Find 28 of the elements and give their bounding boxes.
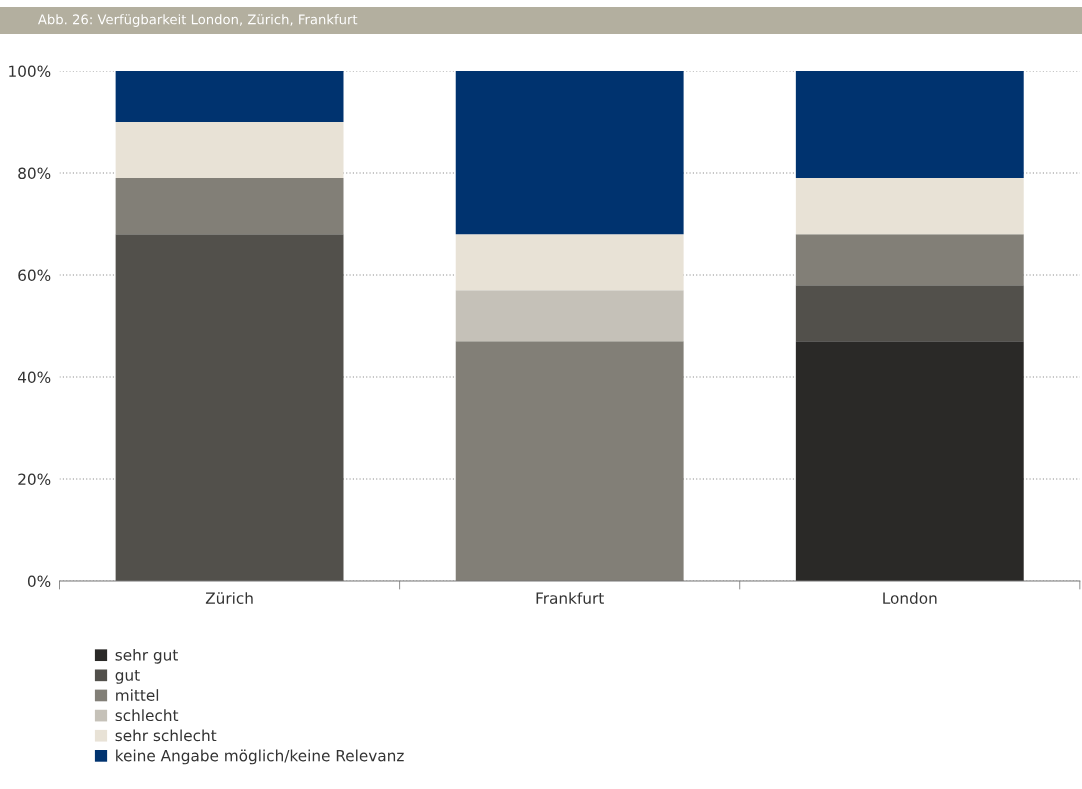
bar xyxy=(795,178,1024,235)
legend-label: mittel xyxy=(116,689,159,701)
y-tick-label: 60% xyxy=(18,269,51,282)
bar xyxy=(795,285,1024,342)
bar xyxy=(795,71,1024,179)
bar xyxy=(115,234,344,582)
bar xyxy=(455,234,684,291)
legend-label: sehr schlecht xyxy=(115,729,217,742)
x-tick-label: Frankfurt xyxy=(536,592,604,604)
bar xyxy=(115,71,344,123)
y-tick-label: 100% xyxy=(9,65,51,78)
bar xyxy=(115,178,344,235)
y-tick-label: 0% xyxy=(27,575,51,588)
y-tick-label: 80% xyxy=(18,167,51,180)
chart-title: Abb. 26: Verfügbarkeit London, Zürich, Frankfurt xyxy=(37,14,358,27)
legend-label: keine Angabe möglich/keine Relevanz xyxy=(116,749,404,765)
bar xyxy=(115,122,344,179)
x-tick-label: Zürich xyxy=(205,592,253,604)
y-tick-label: 40% xyxy=(17,371,51,384)
legend-label: sehr gut xyxy=(115,648,178,664)
bar xyxy=(455,290,684,342)
bar xyxy=(795,341,1024,582)
bar xyxy=(795,234,1024,286)
bar xyxy=(455,71,684,235)
legend-label: schlecht xyxy=(115,709,179,722)
x-tick-label: London xyxy=(883,592,937,604)
legend-label: gut xyxy=(115,669,140,684)
y-tick-label: 20% xyxy=(18,473,51,486)
